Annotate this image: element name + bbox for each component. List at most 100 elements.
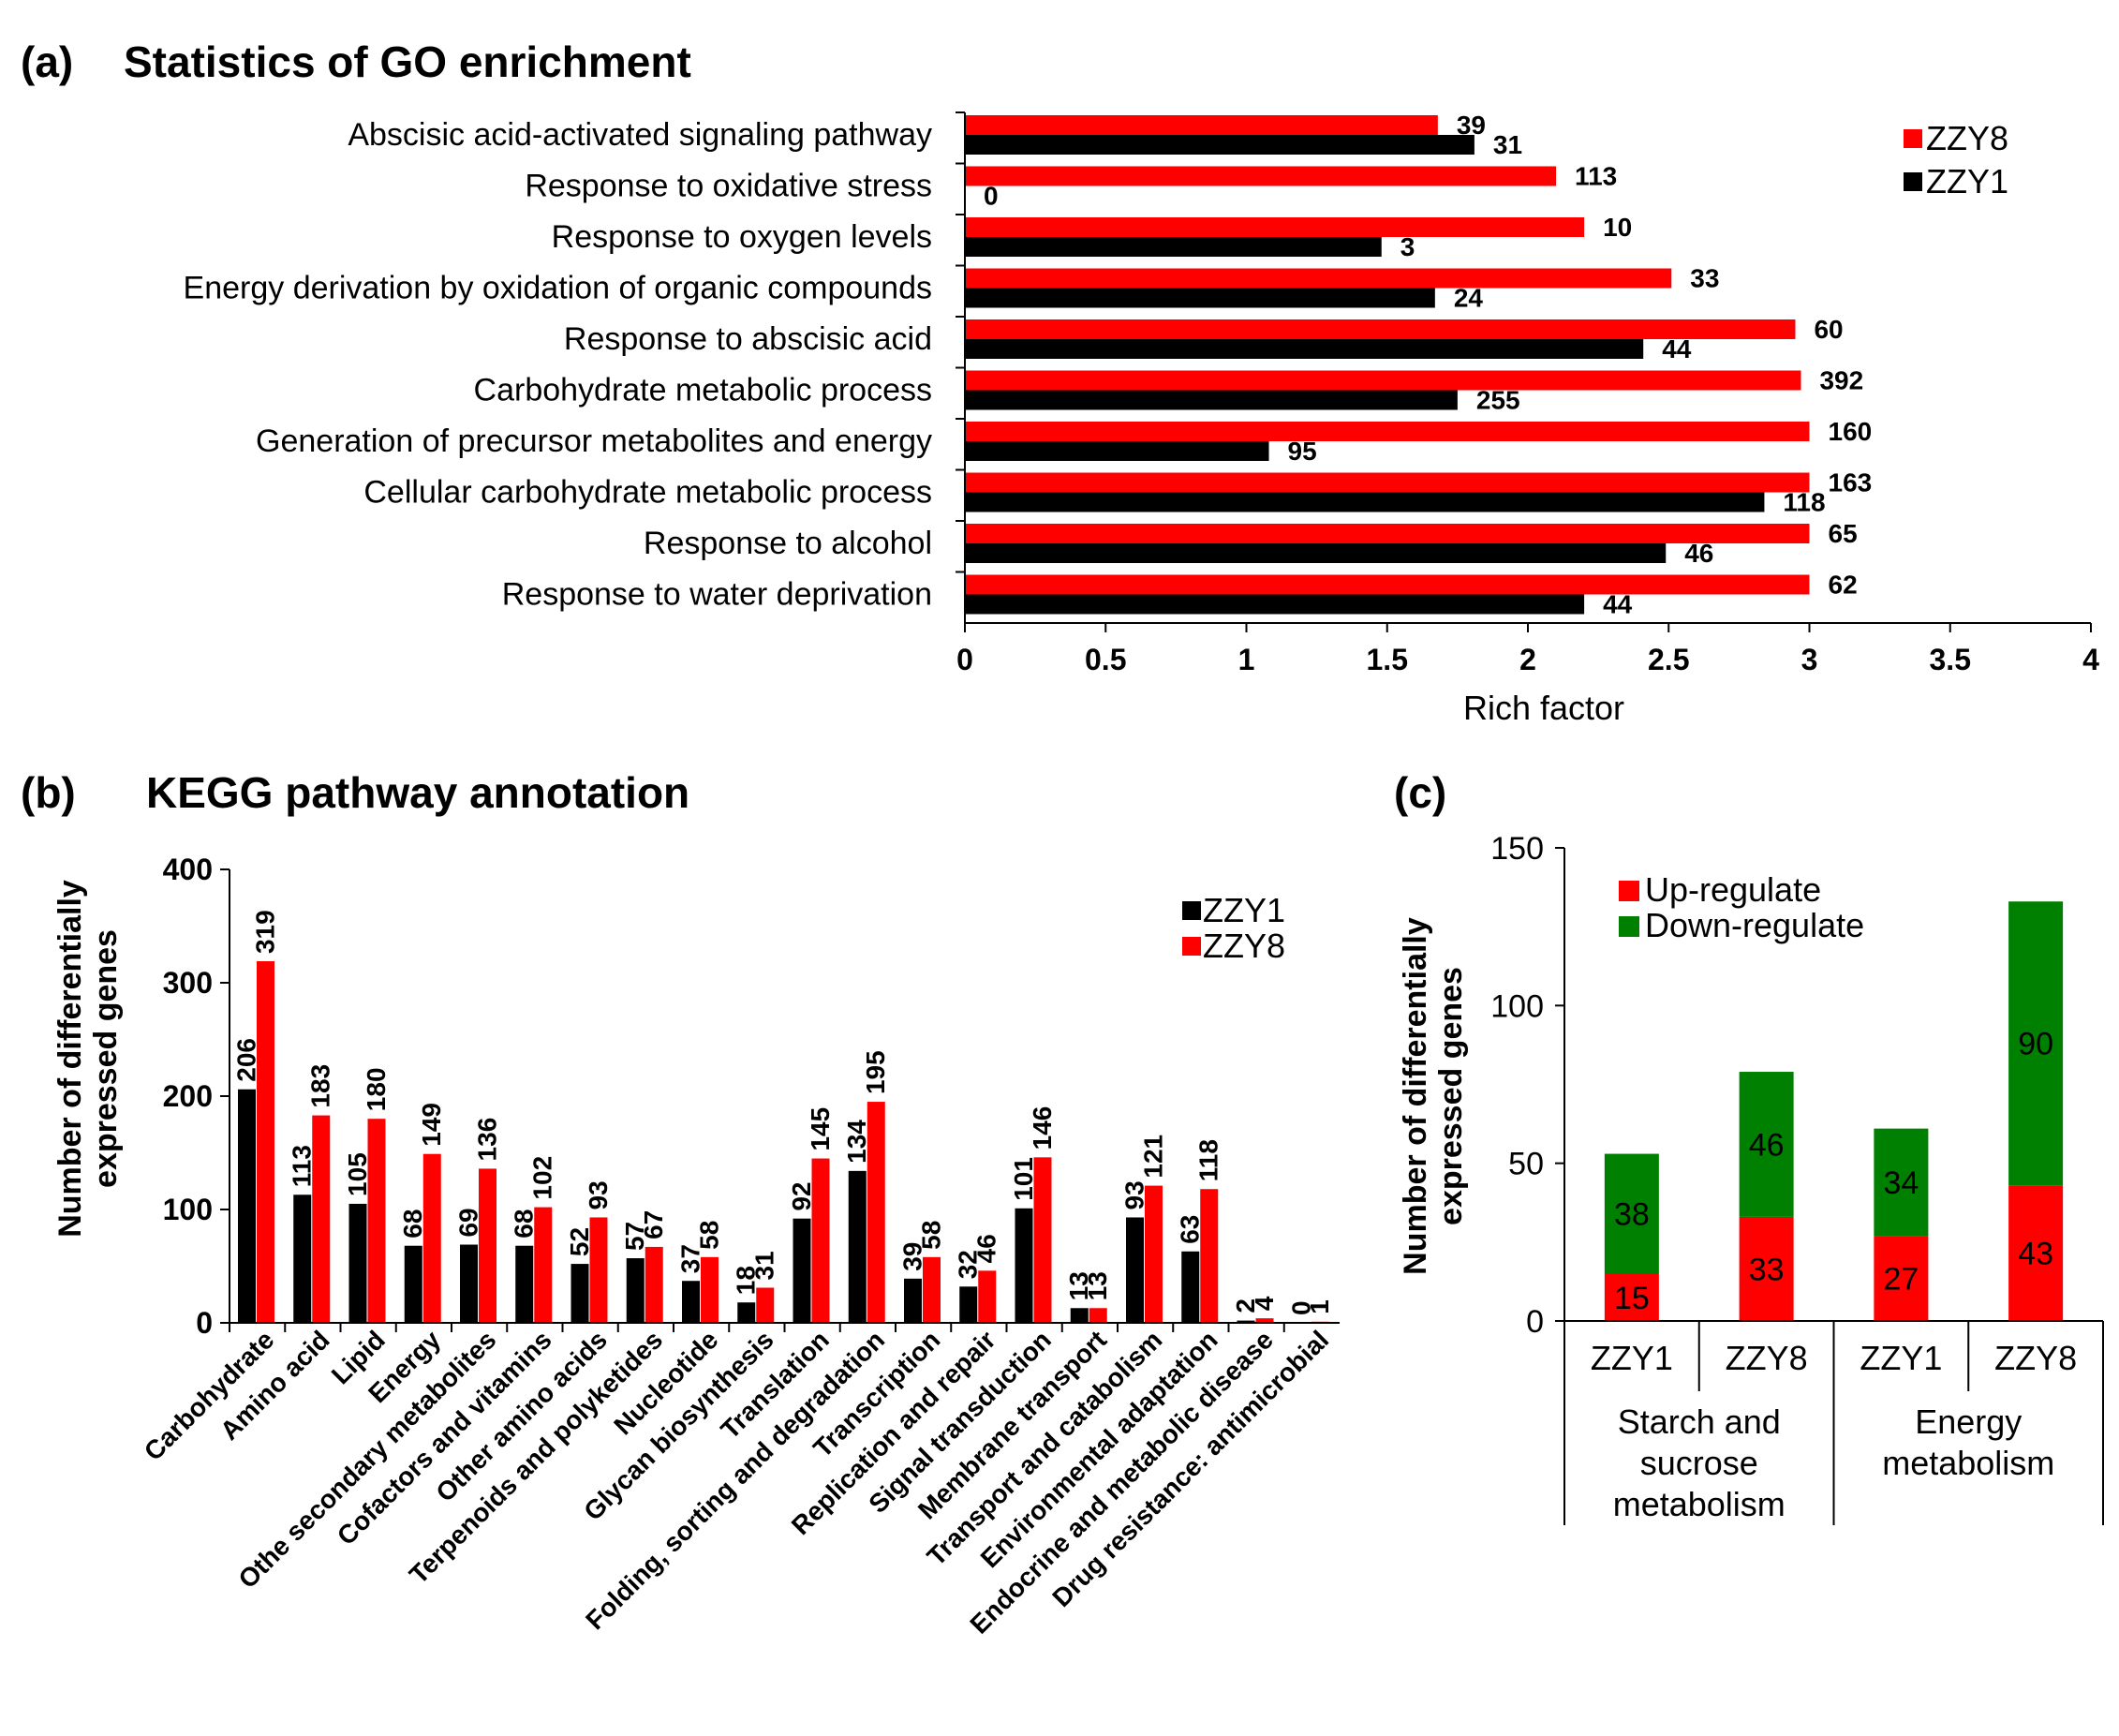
kegg-data-label-zzy1: 0: [1286, 1300, 1315, 1315]
go-category-label: Abscisic acid-activated signaling pathwa…: [348, 117, 932, 153]
kegg-data-label-zzy8: 13: [1083, 1271, 1112, 1300]
go-category-label: Response to water deprivation: [502, 577, 932, 613]
panel-a-axes: [956, 111, 2092, 632]
kegg-bar-zzy1: [1237, 1320, 1255, 1323]
legend-swatch-zzy8: [1904, 129, 1922, 148]
kegg-data-label-zzy8: 67: [639, 1210, 668, 1239]
panel-c-y-axis-label-line1: Number of differentially: [1398, 917, 1433, 1275]
kegg-data-label-zzy8: 146: [1028, 1106, 1057, 1150]
panel-c-data-labels: 15 38 33 46 27 34 43 90: [1614, 1027, 2053, 1316]
go-bar-zzy1: [965, 288, 1435, 308]
go-bar-zzy8: [965, 524, 1810, 543]
panel-b-y-ticks: 0 100 200 300 400: [163, 853, 213, 1340]
group-label: metabolism: [1613, 1485, 1786, 1523]
go-data-label-zzy1: 0: [984, 182, 999, 211]
legend-label-down-regulate: Down-regulate: [1645, 906, 1864, 944]
kegg-data-label-zzy1: 37: [676, 1244, 705, 1273]
stacked-bar-down: [1874, 1128, 1929, 1237]
go-bar-zzy8: [965, 574, 1810, 595]
go-data-label-zzy1: 255: [1476, 386, 1520, 415]
panel-b-legend: ZZY1 ZZY8: [1182, 891, 1285, 965]
go-data-label-zzy8: 392: [1819, 366, 1863, 395]
y-tick-label: 0: [196, 1306, 213, 1340]
kegg-bar-zzy1: [293, 1194, 312, 1323]
panel-b-data-labels: 2063191131831051806814969136681025293576…: [232, 910, 1335, 1315]
kegg-bar-zzy1: [515, 1245, 534, 1323]
kegg-data-label-zzy8: 319: [251, 910, 280, 954]
kegg-data-label-zzy1: 18: [732, 1266, 761, 1295]
go-bar-zzy1: [965, 390, 1458, 410]
stacked-data-label-down: 46: [1749, 1127, 1785, 1163]
panel-a-title: Statistics of GO enrichment: [124, 37, 691, 86]
go-data-label-zzy8: 113: [1575, 162, 1617, 191]
kegg-bar-zzy1: [848, 1170, 867, 1323]
go-bar-zzy1: [965, 339, 1644, 359]
panel-c-y-ticks: 0 50 100 150: [1490, 831, 1544, 1340]
x-tick-label: 2: [1519, 643, 1536, 676]
go-data-label-zzy1: 3: [1400, 232, 1415, 261]
kegg-data-label-zzy1: 52: [565, 1227, 594, 1256]
go-data-label-zzy8: 39: [1457, 111, 1486, 140]
kegg-bar-zzy1: [1181, 1251, 1200, 1323]
go-data-label-zzy1: 118: [1783, 488, 1825, 517]
kegg-data-label-zzy1: 13: [1064, 1271, 1093, 1300]
kegg-bar-zzy8: [589, 1217, 608, 1323]
kegg-bar-zzy8: [422, 1153, 441, 1323]
kegg-data-label-zzy1: 2: [1231, 1298, 1260, 1313]
kegg-bar-zzy8: [923, 1256, 941, 1323]
panel-a: (a) Statistics of GO enrichment Abscisic…: [21, 37, 2099, 727]
kegg-bar-zzy8: [367, 1119, 386, 1323]
kegg-bar-zzy1: [348, 1203, 367, 1323]
kegg-data-label-zzy1: 68: [398, 1209, 427, 1239]
kegg-bar-zzy8: [645, 1246, 663, 1323]
group-label: Starch and: [1618, 1402, 1781, 1441]
kegg-data-label-zzy1: 206: [232, 1038, 261, 1082]
go-bar-zzy1: [965, 135, 1474, 155]
kegg-data-label-zzy1: 68: [510, 1209, 539, 1239]
x-tick-label: 0.5: [1085, 643, 1126, 676]
stacked-data-label-up: 43: [2018, 1237, 2053, 1272]
kegg-bar-zzy1: [682, 1281, 700, 1323]
kegg-bar-zzy1: [460, 1244, 478, 1323]
legend-label-up-regulate: Up-regulate: [1645, 870, 1821, 909]
panel-b-y-axis-label-line2: expressed genes: [88, 929, 124, 1188]
kegg-bar-zzy8: [978, 1270, 997, 1323]
kegg-data-label-zzy8: 180: [362, 1067, 391, 1111]
stacked-data-label-down: 38: [1614, 1197, 1650, 1233]
kegg-bar-zzy8: [867, 1102, 885, 1323]
kegg-data-label-zzy1: 32: [954, 1250, 983, 1279]
y-tick-label: 150: [1490, 831, 1544, 867]
y-tick-label: 100: [1490, 988, 1544, 1024]
go-bar-zzy1: [965, 543, 1667, 563]
kegg-data-label-zzy8: 121: [1139, 1135, 1168, 1179]
legend-swatch-down-regulate: [1619, 916, 1639, 937]
kegg-bar-zzy8: [756, 1287, 775, 1323]
panel-b-title: KEGG pathway annotation: [146, 768, 689, 817]
panel-a-data-labels: 3931113010333246044392255160951631186546…: [984, 111, 1872, 619]
kegg-data-label-zzy1: 93: [1120, 1180, 1149, 1209]
stacked-bar-up: [1874, 1236, 1929, 1321]
kegg-data-label-zzy1: 92: [787, 1182, 816, 1211]
go-bar-zzy1: [965, 492, 1765, 512]
panel-b-bars: [238, 961, 1329, 1323]
kegg-bar-zzy8: [1200, 1189, 1219, 1323]
kegg-bar-zzy1: [626, 1258, 645, 1323]
kegg-data-label-zzy8: 58: [695, 1221, 724, 1250]
kegg-data-label-zzy8: 195: [861, 1050, 890, 1094]
kegg-data-label-zzy8: 149: [417, 1103, 446, 1147]
kegg-data-label-zzy8: 4: [1250, 1296, 1279, 1311]
bar-sample-label: ZZY8: [1994, 1339, 2077, 1377]
kegg-bar-zzy1: [1070, 1308, 1089, 1323]
group-label: Energy: [1915, 1402, 2022, 1441]
go-data-label-zzy1: 24: [1454, 284, 1484, 313]
panel-c-label: (c): [1394, 768, 1446, 817]
kegg-bar-zzy1: [793, 1218, 811, 1323]
stacked-bar-up: [1604, 1273, 1659, 1321]
panel-a-bars: [965, 115, 1810, 615]
go-category-label: Cellular carbohydrate metabolic process: [363, 475, 932, 511]
go-bar-zzy8: [965, 268, 1672, 289]
legend-swatch-up-regulate: [1619, 881, 1639, 901]
